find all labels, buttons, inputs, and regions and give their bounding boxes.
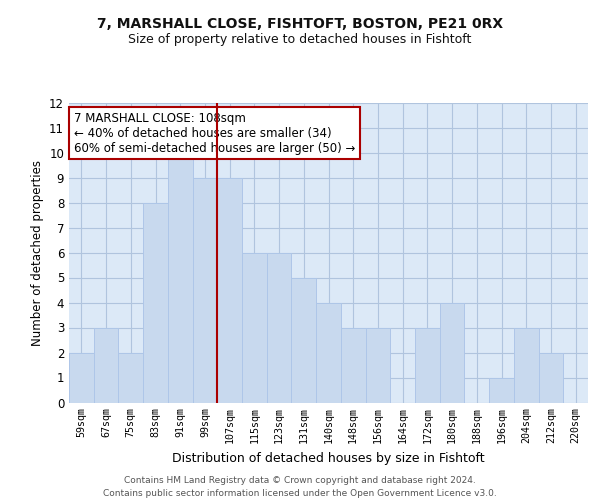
X-axis label: Distribution of detached houses by size in Fishtoft: Distribution of detached houses by size … [172,452,485,464]
Bar [217,178,242,402]
Text: Contains public sector information licensed under the Open Government Licence v3: Contains public sector information licen… [103,489,497,498]
Bar [143,202,168,402]
Bar [292,278,316,402]
Bar [341,328,365,402]
Y-axis label: Number of detached properties: Number of detached properties [31,160,44,346]
Text: 7, MARSHALL CLOSE, FISHTOFT, BOSTON, PE21 0RX: 7, MARSHALL CLOSE, FISHTOFT, BOSTON, PE2… [97,18,503,32]
Bar [94,328,118,402]
Bar [242,252,267,402]
Text: Contains HM Land Registry data © Crown copyright and database right 2024.: Contains HM Land Registry data © Crown c… [124,476,476,485]
Bar [539,352,563,403]
Text: 7 MARSHALL CLOSE: 108sqm
← 40% of detached houses are smaller (34)
60% of semi-d: 7 MARSHALL CLOSE: 108sqm ← 40% of detach… [74,112,356,154]
Bar [440,302,464,402]
Bar [118,352,143,403]
Bar [514,328,539,402]
Bar [365,328,390,402]
Text: Size of property relative to detached houses in Fishtoft: Size of property relative to detached ho… [128,32,472,46]
Bar [316,302,341,402]
Bar [168,152,193,402]
Bar [267,252,292,402]
Bar [415,328,440,402]
Bar [489,378,514,402]
Bar [69,352,94,403]
Bar [193,178,217,402]
